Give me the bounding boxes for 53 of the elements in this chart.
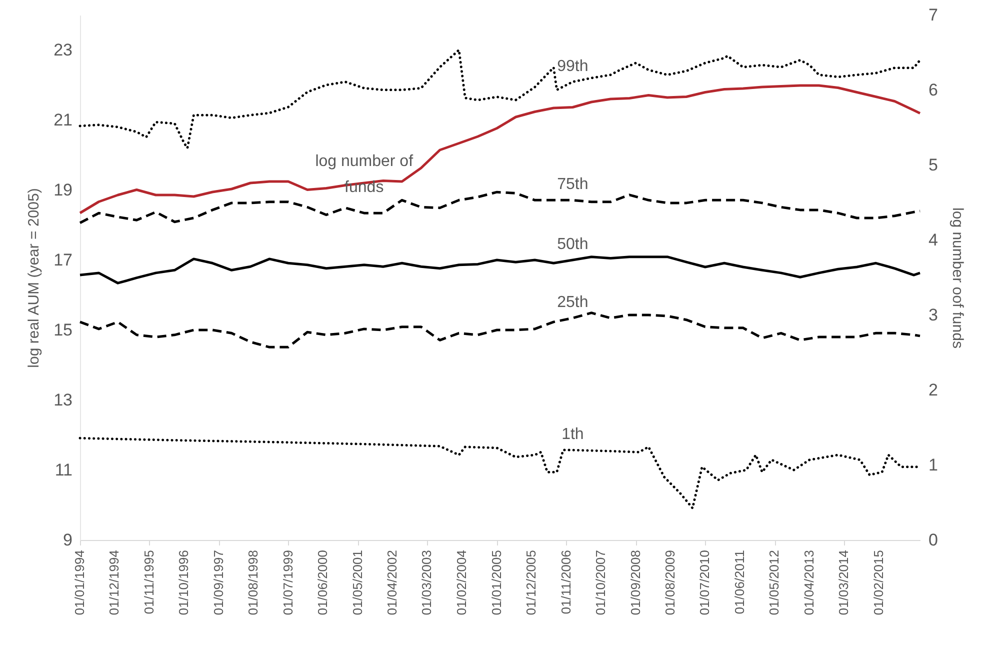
x-tick-label: 01/06/2000	[315, 550, 330, 616]
y2-tick-label: 3	[928, 306, 938, 324]
line-series	[78, 256, 922, 284]
y-axis-title: log real AUM (year = 2005)	[26, 188, 43, 368]
line-series	[78, 48, 922, 150]
x-tick-label: 01/03/2014	[836, 550, 852, 616]
x-tick-label: 01/09/1997	[210, 550, 226, 616]
y-tick-label: 11	[54, 460, 72, 480]
y2-axis-title: log number oof funds	[948, 208, 966, 348]
x-tick-label: 01/10/2007	[593, 550, 608, 616]
y-tick-label: 9	[63, 530, 72, 550]
x-tick-label: 01/10/1996	[176, 550, 192, 616]
y2-tick-label: 2	[928, 380, 938, 400]
x-tick-label: 01/04/2002	[384, 550, 400, 616]
y2-tick-label: 5	[928, 156, 938, 174]
x-tick-label: 01/05/2001	[350, 550, 365, 616]
x-tick-label: 01/08/1998	[246, 550, 261, 616]
y-tick-label: 23	[54, 40, 72, 60]
y2-tick-label: 1	[928, 456, 938, 474]
x-tick-label: 01/02/2004	[454, 550, 470, 616]
x-tick-label: 01/12/2005	[524, 550, 539, 616]
x-tick-label: 01/09/2008	[628, 550, 643, 616]
line-series	[78, 84, 922, 214]
x-tick-label: 01/11/2006	[558, 550, 574, 614]
series-label: 25th	[557, 294, 588, 312]
series-label: log number of funds	[315, 153, 414, 196]
y-tick-label: 17	[54, 250, 72, 270]
y-tick-label: 13	[54, 390, 72, 410]
y2-tick-label: 4	[928, 230, 938, 250]
x-tick-label: 01/12/1994	[106, 550, 122, 616]
series-label: 50th	[557, 236, 588, 253]
y2-tick-label: 0	[928, 530, 938, 550]
series-label: 99th	[557, 58, 588, 75]
x-tick-label: 01/05/2012	[766, 550, 782, 616]
x-tick-label: 01/06/2011	[732, 550, 747, 614]
y-tick-label: 15	[54, 320, 72, 340]
x-tick-label: 01/03/2003	[419, 550, 434, 616]
y2-tick-label: 6	[928, 80, 938, 100]
x-tick-label: 01/01/1994	[72, 550, 87, 616]
line-series	[78, 190, 922, 224]
x-tick-label: 01/11/1995	[141, 550, 156, 614]
line-series	[78, 312, 922, 348]
y-tick-label: 19	[54, 180, 72, 200]
x-tick-label: 01/07/2010	[697, 550, 712, 616]
x-tick-label: 01/07/1999	[280, 550, 296, 616]
series-label: 1th	[562, 426, 584, 444]
x-tick-label: 01/04/2013	[801, 550, 816, 616]
x-tick-label: 01/01/2005	[488, 550, 504, 616]
y-tick-label: 21	[54, 110, 72, 130]
x-tick-label: 01/08/2009	[662, 550, 678, 616]
series-label: 75th	[557, 176, 588, 194]
y2-tick-label: 7	[928, 6, 938, 24]
x-tick-label: 01/02/2015	[871, 550, 886, 616]
